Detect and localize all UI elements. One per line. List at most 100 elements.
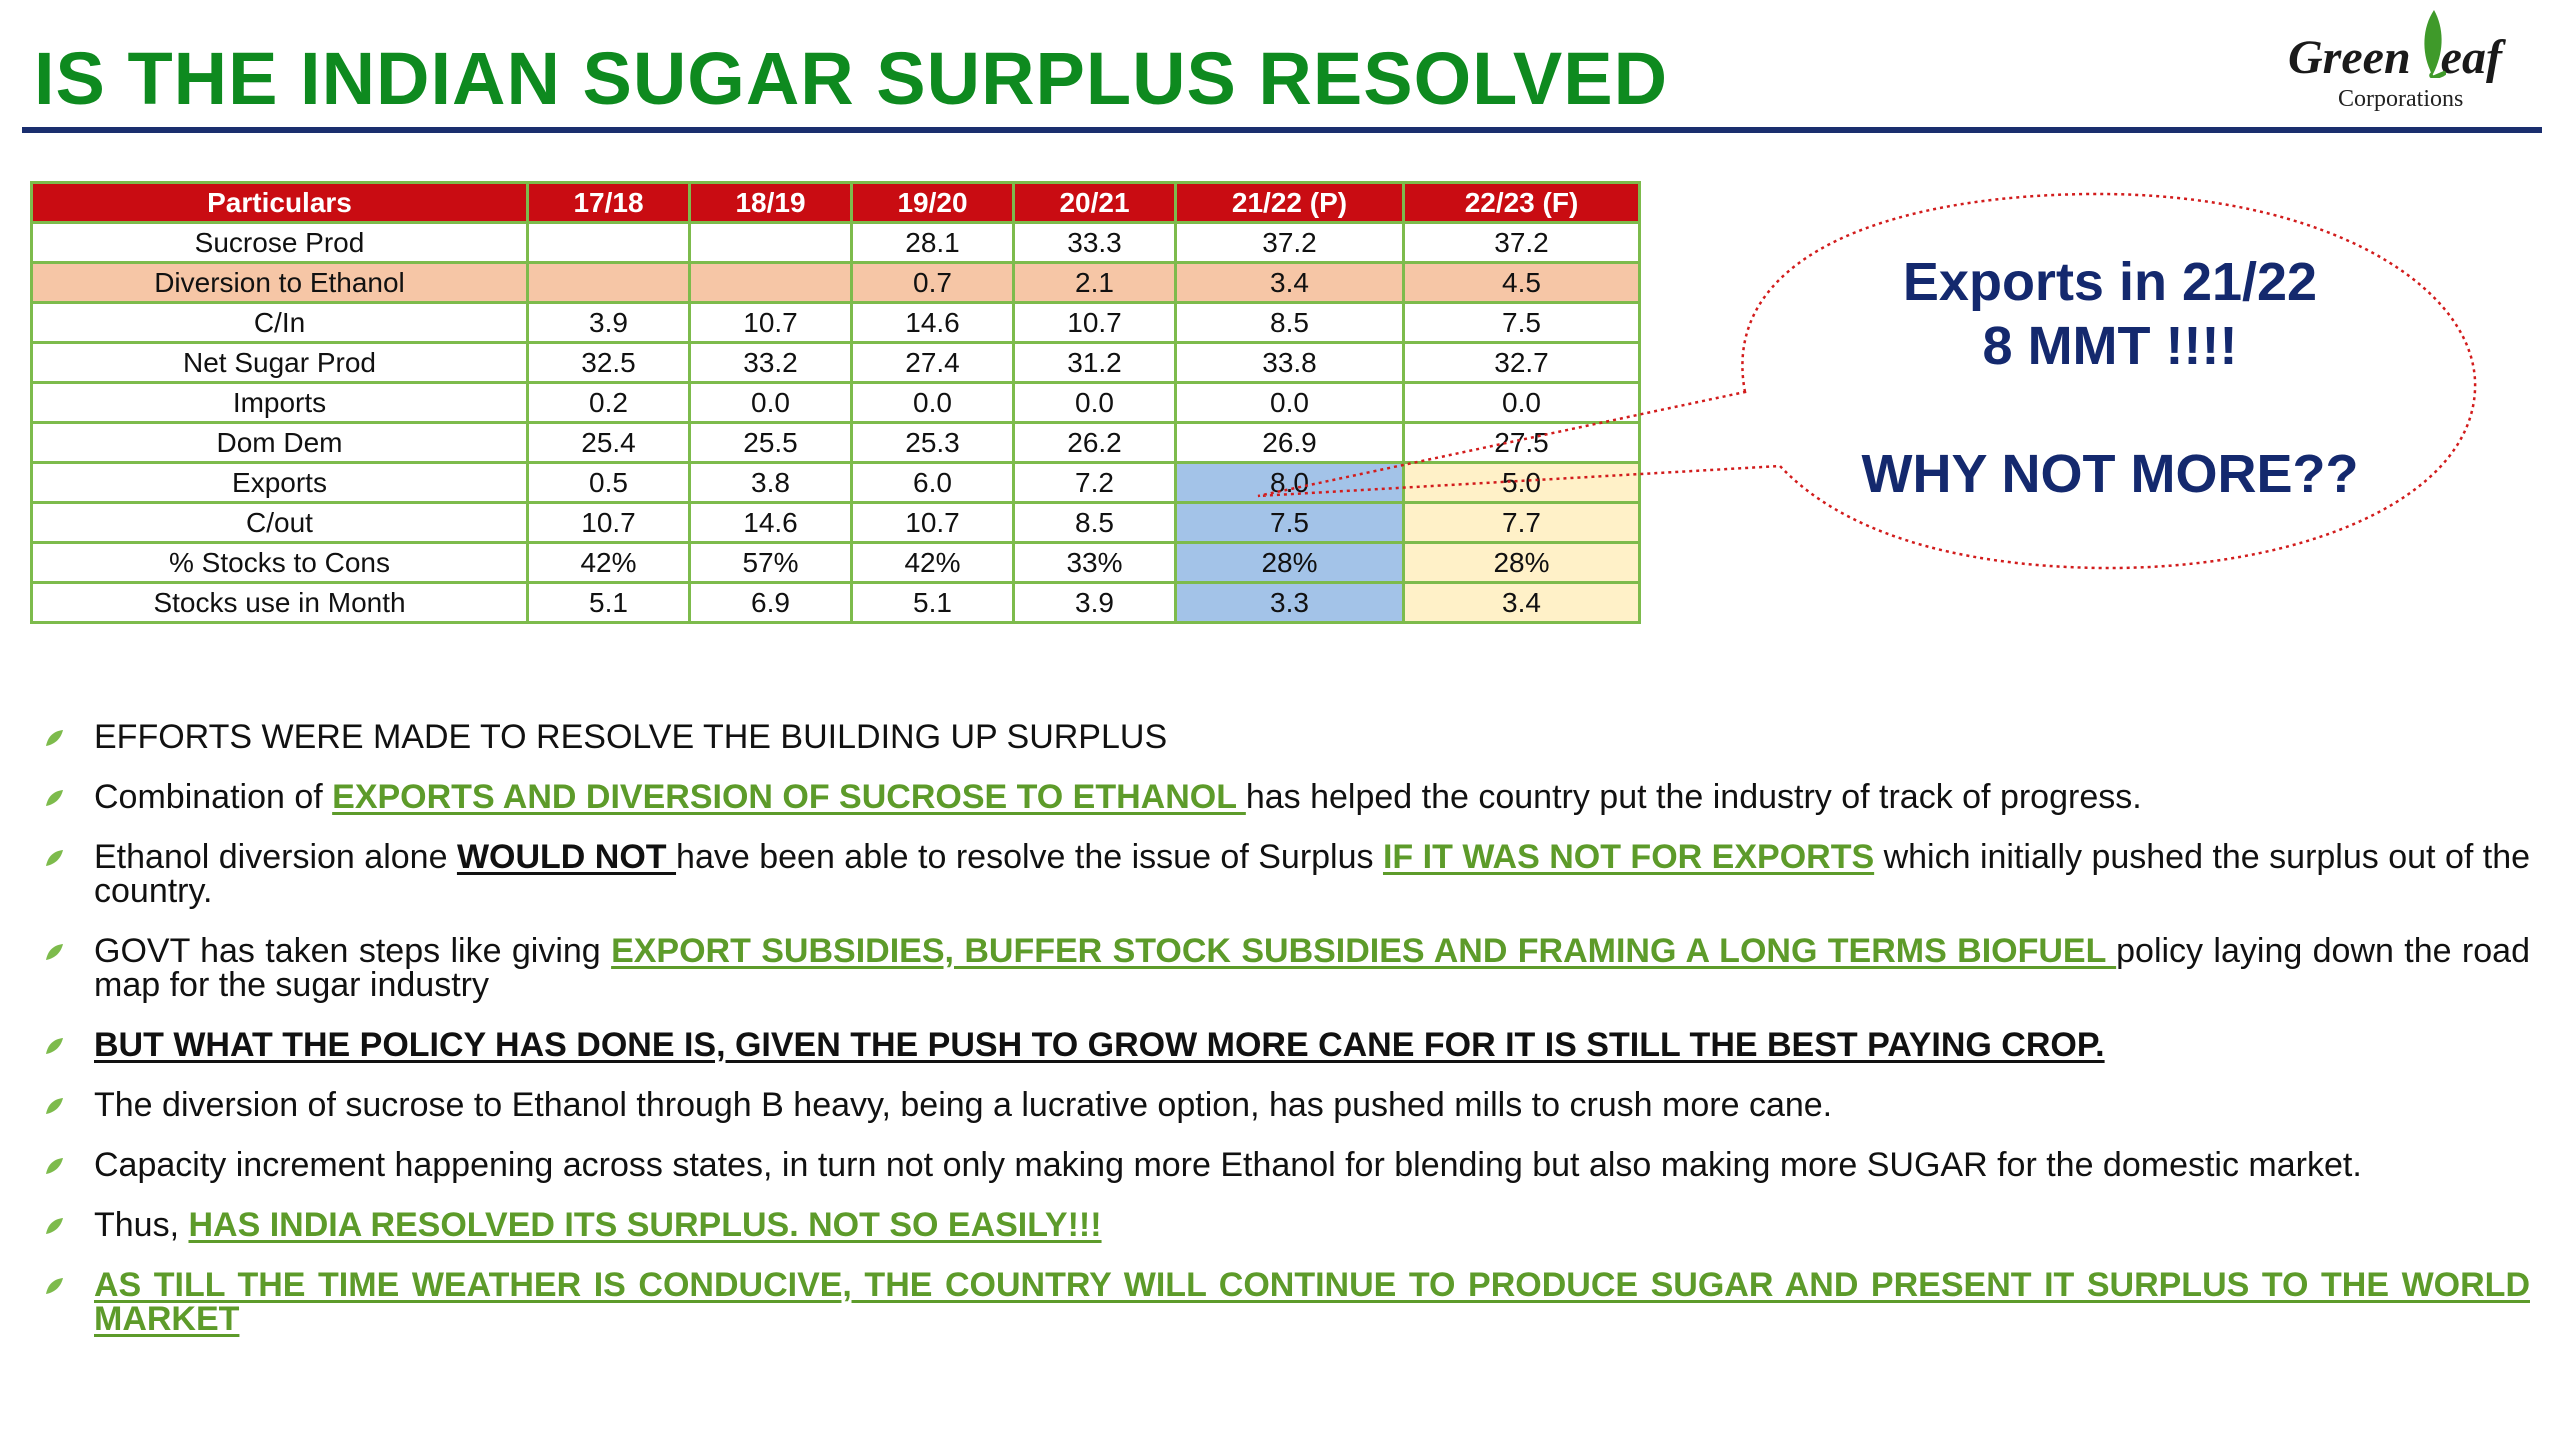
bullet-text: which initially pushed the surplus out o…	[94, 838, 2531, 910]
row-label: Imports	[30, 381, 529, 424]
bullet-highlight: EXPORT SUBSIDIES, BUFFER STOCK SUBSIDIES…	[611, 932, 2117, 970]
list-item: Thus, HAS INDIA RESOLVED ITS SURPLUS. NO…	[40, 1208, 2530, 1242]
bullet-text: Capacity increment happening across stat…	[94, 1146, 2362, 1184]
header-21-22: 21/22 (P)	[1174, 181, 1405, 224]
table-cell-forecast: 7.7	[1402, 501, 1641, 544]
callout-line-3: WHY NOT MORE??	[1861, 444, 2359, 504]
table-cell	[688, 261, 853, 304]
bullet-text: The diversion of sucrose to Ethanol thro…	[94, 1086, 1833, 1124]
list-item: Capacity increment happening across stat…	[40, 1148, 2530, 1182]
table-cell: 3.4	[1174, 261, 1405, 304]
table-cell-highlight: 7.5	[1174, 501, 1405, 544]
bullet-highlight: AS TILL THE TIME WEATHER IS CONDUCIVE, T…	[94, 1266, 2530, 1338]
table-cell: 42%	[526, 541, 691, 584]
table-row: Diversion to Ethanol 0.7 2.1 3.4 4.5	[30, 261, 1641, 304]
logo-brand-pre: Green	[2288, 31, 2411, 84]
logo-subtitle: Corporations	[2338, 86, 2464, 112]
row-label: Dom Dem	[30, 421, 529, 464]
callout-line-2: 8 MMT !!!!	[1982, 316, 2238, 376]
list-item: BUT WHAT THE POLICY HAS DONE IS, GIVEN T…	[40, 1028, 2530, 1062]
header-18-19: 18/19	[688, 181, 853, 224]
list-item: The diversion of sucrose to Ethanol thro…	[40, 1088, 2530, 1122]
list-item: Ethanol diversion alone WOULD NOT have b…	[40, 840, 2530, 908]
table-row: C/In 3.9 10.7 14.6 10.7 8.5 7.5	[30, 301, 1641, 344]
page-title: IS THE INDIAN SUGAR SURPLUS RESOLVED	[34, 37, 1669, 120]
table-cell: 8.5	[1174, 301, 1405, 344]
header-particulars: Particulars	[30, 181, 529, 224]
bullet-emphasis: BUT WHAT THE POLICY HAS DONE IS, GIVEN T…	[94, 1026, 2105, 1064]
leaf-icon	[2424, 10, 2446, 78]
table-cell: 0.0	[688, 381, 853, 424]
table-cell: 0.2	[526, 381, 691, 424]
leaf-bullet-icon	[46, 730, 63, 746]
table-cell: 3.8	[688, 461, 853, 504]
row-label: % Stocks to Cons	[30, 541, 529, 584]
leaf-bullet-icon	[46, 1218, 63, 1234]
row-label: Exports	[30, 461, 529, 504]
table-cell	[688, 221, 853, 264]
table-cell: 26.9	[1174, 421, 1405, 464]
table-cell: 0.0	[1012, 381, 1177, 424]
logo-brand: Green eaf	[2288, 30, 2502, 85]
list-item: AS TILL THE TIME WEATHER IS CONDUCIVE, T…	[40, 1268, 2530, 1336]
bullet-text: GOVT has taken steps like giving	[94, 932, 612, 970]
table-cell: 0.0	[1174, 381, 1405, 424]
callout-text: Exports in 21/22 8 MMT !!!! WHY NOT MORE…	[1760, 250, 2460, 506]
table-cell: 6.0	[850, 461, 1015, 504]
table-row: Dom Dem 25.4 25.5 25.3 26.2 26.9 27.5	[30, 421, 1641, 464]
table-row: Exports 0.5 3.8 6.0 7.2 8.0 5.0	[30, 461, 1641, 504]
table-header-row: Particulars 17/18 18/19 19/20 20/21 21/2…	[30, 181, 1641, 224]
table-cell: 10.7	[1012, 301, 1177, 344]
table-cell: 3.9	[526, 301, 691, 344]
table-cell: 0.5	[526, 461, 691, 504]
leaf-bullet-icon	[46, 1278, 63, 1294]
table-cell: 57%	[688, 541, 853, 584]
table-cell: 25.3	[850, 421, 1015, 464]
table-cell: 0.0	[850, 381, 1015, 424]
table-cell: 27.5	[1402, 421, 1641, 464]
table-cell: 10.7	[850, 501, 1015, 544]
table-cell: 26.2	[1012, 421, 1177, 464]
bullet-highlight: EXPORTS AND DIVERSION OF SUCROSE TO ETHA…	[332, 778, 1246, 816]
sugar-balance-table: Particulars 17/18 18/19 19/20 20/21 21/2…	[30, 181, 1641, 624]
header-22-23: 22/23 (F)	[1402, 181, 1641, 224]
table-cell: 42%	[850, 541, 1015, 584]
header-17-18: 17/18	[526, 181, 691, 224]
table-cell-highlight: 8.0	[1174, 461, 1405, 504]
bullet-list: EFFORTS WERE MADE TO RESOLVE THE BUILDIN…	[40, 720, 2530, 1362]
callout-line-1: Exports in 21/22	[1902, 252, 2318, 312]
bullet-emphasis: WOULD NOT	[456, 838, 677, 876]
row-label: Sucrose Prod	[30, 221, 529, 264]
table-cell: 10.7	[688, 301, 853, 344]
bullet-highlight: IF IT WAS NOT FOR EXPORTS	[1382, 838, 1875, 876]
table-cell: 0.0	[1402, 381, 1641, 424]
table-cell: 10.7	[526, 501, 691, 544]
bullet-text: policy laying down the road map for the …	[94, 932, 2530, 1004]
table-cell: 14.6	[688, 501, 853, 544]
table-cell: 5.1	[526, 581, 691, 624]
table-cell: 6.9	[688, 581, 853, 624]
bullet-text: EFFORTS WERE MADE TO RESOLVE THE BUILDIN…	[94, 718, 1168, 756]
table-row: Sucrose Prod 28.1 33.3 37.2 37.2	[30, 221, 1641, 264]
table-cell: 33%	[1012, 541, 1177, 584]
table-cell: 28.1	[850, 221, 1015, 264]
leaf-bullet-icon	[46, 790, 63, 806]
leaf-bullet-icon	[46, 1098, 63, 1114]
row-label: Stocks use in Month	[30, 581, 529, 624]
row-label: Diversion to Ethanol	[30, 261, 529, 304]
table-cell-forecast: 5.0	[1402, 461, 1641, 504]
row-label: Net Sugar Prod	[30, 341, 529, 384]
table-cell: 31.2	[1012, 341, 1177, 384]
bullet-text: Thus,	[94, 1206, 189, 1244]
header-19-20: 19/20	[850, 181, 1015, 224]
header-20-21: 20/21	[1012, 181, 1177, 224]
bullet-highlight: HAS INDIA RESOLVED ITS SURPLUS. NOT SO E…	[188, 1206, 1102, 1244]
table-cell: 33.3	[1012, 221, 1177, 264]
bullet-text: has helped the country put the industry …	[1245, 778, 2142, 816]
table-cell: 32.5	[526, 341, 691, 384]
table-cell: 4.5	[1402, 261, 1641, 304]
bullet-text: Ethanol diversion alone	[94, 838, 457, 876]
table-row: C/out 10.7 14.6 10.7 8.5 7.5 7.7	[30, 501, 1641, 544]
logo-brand-post: eaf	[2440, 31, 2502, 84]
table-cell	[526, 221, 691, 264]
